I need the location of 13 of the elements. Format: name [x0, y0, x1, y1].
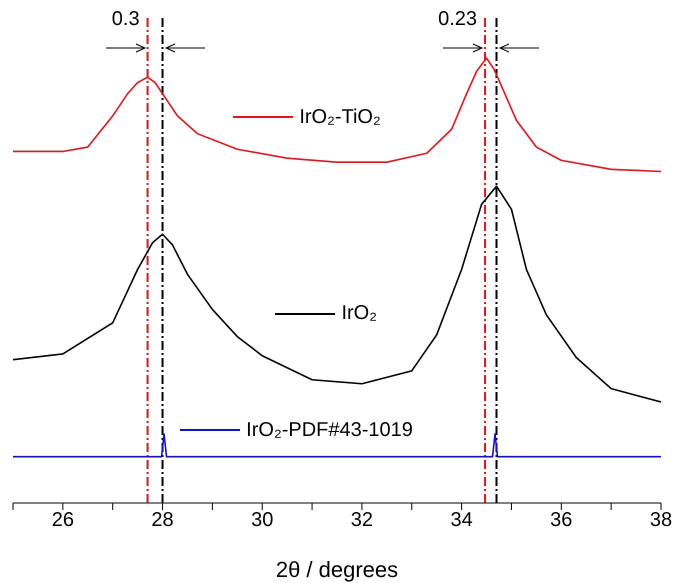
x-tick-label: 28 [151, 509, 174, 532]
text: 0.3 [112, 8, 140, 31]
x-tick-label: 30 [251, 509, 274, 532]
x-axis-title: 2θ / degrees [276, 557, 398, 582]
x-tick-label: 36 [550, 509, 572, 532]
x-tick-label: 34 [450, 509, 473, 532]
x-tick-label: 38 [650, 509, 672, 532]
legend-label: IrO₂-PDF#43-1019 [246, 418, 413, 442]
x-tick-label: 26 [52, 509, 74, 532]
legend-label: IrO₂ [341, 302, 377, 326]
text: 0.23 [438, 8, 478, 31]
x-tick-label: 32 [350, 509, 374, 532]
legend-label: IrO₂-TiO₂ [299, 106, 381, 129]
